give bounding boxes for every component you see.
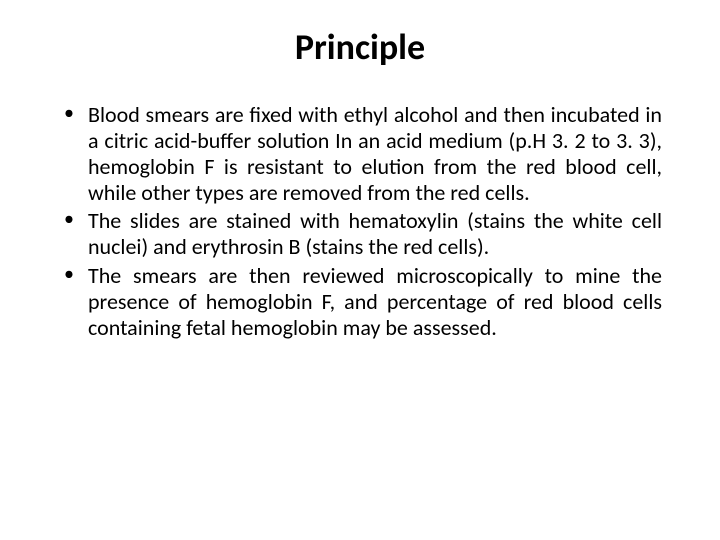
list-item: The slides are stained with hematoxylin … [82, 208, 662, 260]
list-item: The smears are then reviewed microscopic… [82, 263, 662, 342]
slide: Principle Blood smears are fixed with et… [0, 0, 720, 540]
bullet-list: Blood smears are fixed with ethyl alcoho… [58, 102, 662, 342]
slide-title: Principle [58, 28, 662, 68]
list-item: Blood smears are fixed with ethyl alcoho… [82, 102, 662, 207]
